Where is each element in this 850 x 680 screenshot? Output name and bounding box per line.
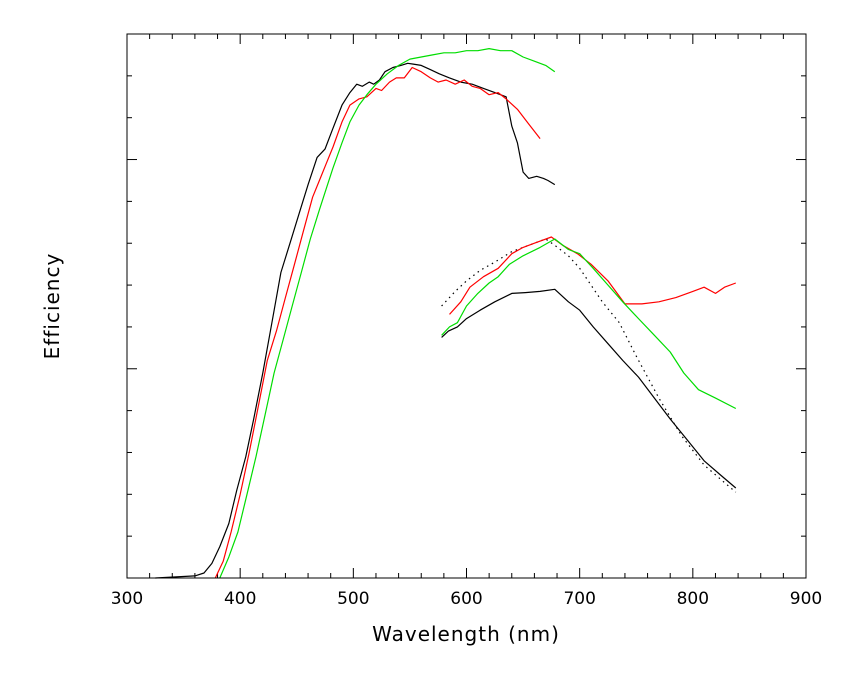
series-line-3 [219, 47, 556, 579]
x-tick-label: 600 [450, 589, 482, 609]
series-line-2 [214, 66, 541, 579]
x-tick-label: 400 [224, 589, 256, 609]
x-tick-labels: 300 400 500 600 700 800 900 [111, 589, 822, 609]
x-axis-title: Wavelength (nm) [372, 622, 560, 646]
series-line-1 [155, 62, 556, 579]
y-axis-title: Efficiency [40, 253, 64, 360]
series-line-4 [441, 238, 737, 493]
x-tick-label: 800 [677, 589, 709, 609]
plot-frame [126, 33, 807, 579]
x-tick-label: 500 [337, 589, 369, 609]
series-line-7 [441, 238, 737, 410]
series-line-5 [441, 288, 737, 489]
x-tick-label: 700 [563, 589, 595, 609]
x-tick-label: 300 [111, 589, 143, 609]
series-layer [155, 47, 737, 579]
x-tick-label: 900 [790, 589, 822, 609]
